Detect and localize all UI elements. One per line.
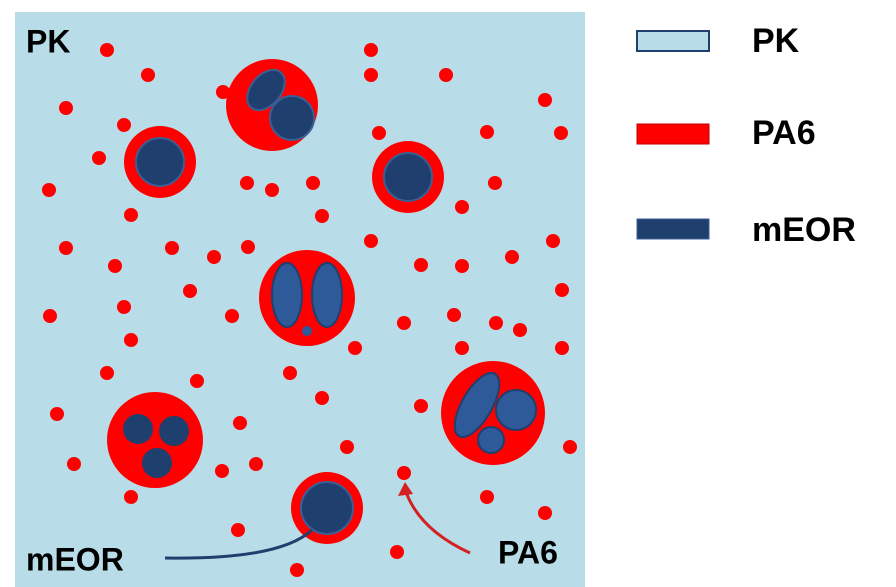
pa6-dot [290, 563, 304, 577]
pa6-dot [538, 93, 552, 107]
pa6-dot [513, 323, 527, 337]
meor-core [270, 96, 314, 140]
pa6-dot [207, 250, 221, 264]
meor-core [272, 263, 302, 327]
pa6-dot [43, 309, 57, 323]
pa6-dot [488, 176, 502, 190]
pa6-dot [100, 366, 114, 380]
pa6-dot [100, 43, 114, 57]
pa6-dot [480, 490, 494, 504]
particle [441, 361, 545, 465]
pa6-dot [364, 234, 378, 248]
pa6-dot [397, 466, 411, 480]
pa6-dot [414, 258, 428, 272]
pa6-dot [439, 68, 453, 82]
pa6-dot [390, 545, 404, 559]
pa6-dot [241, 240, 255, 254]
meor-core [159, 416, 189, 446]
pa6-dot [455, 200, 469, 214]
pa6-dot [92, 151, 106, 165]
diagram: PK mEOR PA6 PK PA6 mEOR [0, 0, 896, 587]
page: {"labels": {"matrix": "PK", "droplet": "… [0, 0, 896, 587]
pa6-dot [183, 284, 197, 298]
pa6-dot [414, 399, 428, 413]
pa6-dot [67, 457, 81, 471]
pa6-dot [215, 464, 229, 478]
pa6-dot [364, 43, 378, 57]
pa6-dot [489, 316, 503, 330]
meor-core [478, 427, 504, 453]
pa6-dot [348, 341, 362, 355]
meor-core [496, 390, 536, 430]
particle [259, 250, 355, 346]
pa6-dot [59, 241, 73, 255]
meor-core [384, 153, 432, 201]
matrix-label: PK [26, 23, 70, 59]
droplet-label: mEOR [26, 541, 124, 577]
pa6-dot [42, 183, 56, 197]
pa6-dot [306, 176, 320, 190]
pa6-dot [265, 183, 279, 197]
pa6-dot [505, 250, 519, 264]
pa6-dot [283, 366, 297, 380]
pa6-dot [249, 457, 263, 471]
pa6-dot [455, 259, 469, 273]
pa6-dot [124, 490, 138, 504]
legend-label: PK [752, 22, 800, 60]
pa6-dot [538, 506, 552, 520]
pa6-dot [225, 309, 239, 323]
particle [226, 59, 318, 151]
pa6-dot [233, 416, 247, 430]
particle [124, 126, 196, 198]
meor-core [123, 414, 153, 444]
pa6-dot [364, 68, 378, 82]
pa6-dot [165, 241, 179, 255]
pa6-dot [315, 209, 329, 223]
pa6-dot [546, 234, 560, 248]
meor-core [142, 448, 172, 478]
pa6-dot [50, 407, 64, 421]
legend-swatch [637, 219, 709, 239]
pa6-dot [554, 126, 568, 140]
legend-swatch [637, 124, 709, 144]
meor-core [302, 326, 312, 336]
pa6-dot [397, 316, 411, 330]
particle [291, 472, 363, 544]
pa6-dot [240, 176, 254, 190]
pa6-dot [447, 308, 461, 322]
meor-core [301, 482, 353, 534]
pa6-dot [117, 300, 131, 314]
pa6-dot [124, 208, 138, 222]
legend-label: mEOR [752, 211, 856, 249]
particle [372, 141, 444, 213]
pa6-dot [340, 440, 354, 454]
pa6-dot [117, 118, 131, 132]
meor-core [136, 138, 184, 186]
pa6-dot [455, 341, 469, 355]
legend-swatch [637, 31, 709, 51]
pa6-dot [190, 374, 204, 388]
particle-label: PA6 [498, 534, 558, 570]
pa6-dot [59, 101, 73, 115]
pa6-dot [555, 283, 569, 297]
pa6-dot [315, 391, 329, 405]
meor-core [312, 263, 342, 327]
pa6-dot [372, 126, 386, 140]
pa6-dot [480, 125, 494, 139]
pa6-dot [231, 523, 245, 537]
pa6-dot [124, 333, 138, 347]
pa6-dot [141, 68, 155, 82]
pa6-dot [563, 440, 577, 454]
pa6-dot [555, 341, 569, 355]
pa6-dot [108, 259, 122, 273]
particle [107, 392, 203, 488]
legend-label: PA6 [752, 114, 816, 152]
